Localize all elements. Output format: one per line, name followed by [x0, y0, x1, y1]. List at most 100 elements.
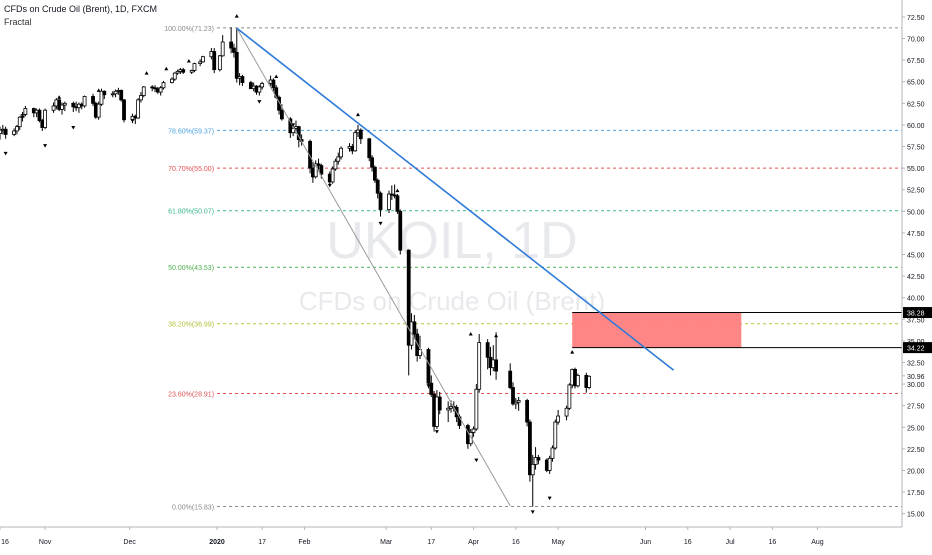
fib-level-label: 0.00%(15.83)	[172, 504, 214, 511]
candle-up	[533, 457, 538, 465]
candle-up	[260, 83, 265, 88]
candle-down	[119, 89, 124, 101]
y-tick-label: 42.50	[907, 274, 925, 281]
x-tick-label: Aug	[811, 539, 824, 546]
candle-up	[60, 104, 64, 110]
fractal-down-marker	[310, 175, 315, 179]
x-tick-label: Jun	[640, 539, 651, 546]
candle-up	[158, 87, 163, 93]
y-tick-label: 47.50	[907, 231, 925, 238]
candle-down	[429, 382, 434, 395]
candle-down	[271, 79, 276, 89]
y-tick-label: 15.00	[907, 512, 925, 519]
y-tick-label: 55.00	[907, 166, 925, 173]
x-tick-label: May	[551, 539, 565, 546]
y-tick-label: 72.50	[907, 15, 925, 22]
y-tick-label: 30.96	[907, 374, 925, 381]
chart-title: CFDs on Crude Oil (Brent), 1D, FXCM	[4, 4, 158, 14]
candle-up	[330, 168, 335, 183]
candle-down	[536, 457, 541, 461]
candle-up	[139, 95, 143, 101]
y-tick-label: 32.50	[907, 360, 925, 367]
price-label-box	[903, 307, 932, 319]
candle-up	[189, 70, 194, 73]
fractal-down-marker	[547, 496, 552, 501]
price-label-text: 34.22	[907, 346, 925, 353]
candle-up	[161, 82, 166, 89]
candle-up	[201, 56, 205, 63]
candle-down	[395, 195, 400, 212]
candle-up	[353, 132, 358, 152]
fractal-up-marker	[234, 14, 239, 18]
fractal-down-marker	[291, 123, 296, 127]
candle-down	[375, 179, 380, 194]
candle-up	[257, 86, 262, 93]
candle-up	[468, 432, 473, 445]
candle-up	[82, 96, 87, 107]
fractal-up-marker	[355, 112, 360, 117]
candle-up	[51, 105, 56, 111]
x-tick-label: 16	[1, 539, 9, 546]
fractal-up-marker	[395, 188, 400, 193]
fib-level-label: 38.20%(36.99)	[168, 322, 214, 329]
fib-level-label: 78.60%(59.37)	[168, 128, 214, 135]
x-tick-label: 16	[768, 539, 776, 546]
indicator-label[interactable]: Fractal	[4, 17, 32, 27]
candle-up	[217, 55, 222, 71]
y-tick-label: 45.00	[907, 252, 925, 259]
candle-up	[471, 428, 476, 433]
fib-level-label: 23.60%(28.91)	[168, 391, 214, 398]
candle-down	[316, 163, 321, 166]
candle-down	[511, 387, 515, 405]
candle-up	[474, 388, 479, 430]
fib-diagonal-line	[236, 27, 511, 507]
candle-down	[485, 342, 490, 358]
candle-up	[556, 415, 561, 423]
candle-down	[57, 99, 62, 110]
candle-down	[91, 96, 95, 104]
y-tick-label: 52.50	[907, 188, 925, 195]
candle-down	[508, 370, 513, 388]
candle-down	[288, 118, 293, 134]
y-tick-label: 70.00	[907, 37, 925, 44]
candle-up	[435, 396, 439, 427]
candle-down	[358, 129, 363, 140]
candle-down	[437, 396, 442, 411]
fractal-up-marker	[494, 333, 499, 338]
fractal-down-marker	[426, 384, 431, 388]
y-tick-label: 17.50	[907, 490, 925, 497]
candle-down	[248, 82, 253, 90]
candle-up	[17, 116, 22, 128]
candle-up	[553, 421, 558, 449]
candle-up	[291, 127, 296, 134]
candle-up	[550, 447, 555, 459]
x-tick-label: 16	[684, 539, 692, 546]
x-tick-label: 2020	[209, 539, 225, 546]
candle-down	[319, 165, 324, 175]
candle-down	[279, 109, 284, 120]
fib-level-label: 100.00%(71.23)	[164, 26, 214, 33]
watermark-description: CFDs on Crude Oil (Brent)	[299, 286, 605, 316]
candle-up	[141, 86, 146, 96]
fractal-down-marker	[474, 458, 479, 463]
y-tick-label: 65.00	[907, 80, 925, 87]
y-tick-label: 37.50	[907, 317, 925, 324]
x-tick-label: 17	[427, 539, 435, 546]
fractal-down-marker	[530, 510, 535, 514]
candle-up	[313, 163, 318, 178]
candle-down	[406, 249, 411, 346]
candle-down	[415, 333, 420, 356]
fractal-down-marker	[71, 126, 76, 130]
candle-up	[113, 90, 118, 95]
candle-down	[412, 321, 417, 335]
fractal-up-marker	[96, 88, 101, 92]
candle-down	[367, 138, 372, 159]
candle-down	[181, 69, 186, 73]
candle-down	[308, 140, 312, 169]
fractal-up-marker	[570, 350, 575, 354]
fib-level-label: 61.80%(50.07)	[168, 209, 214, 216]
y-tick-label: 20.00	[907, 468, 925, 475]
x-tick-label: Feb	[298, 539, 310, 546]
